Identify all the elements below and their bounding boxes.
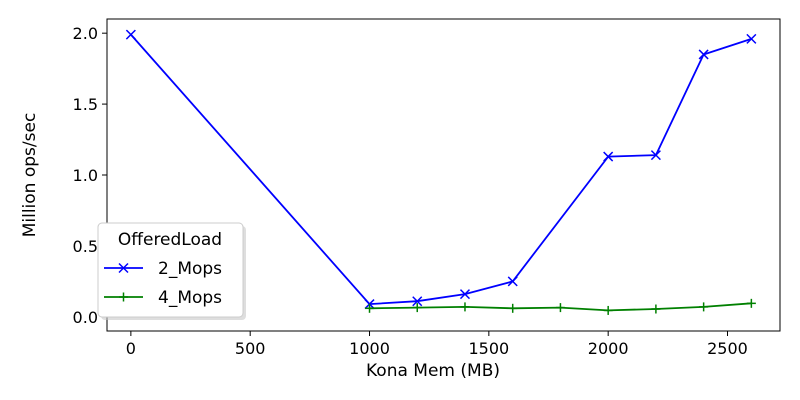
data-point [555,303,565,313]
y-tick-label: 0.0 [73,308,98,327]
y-tick-label: 2.0 [73,24,98,43]
data-point [412,296,423,307]
data-point [651,304,661,314]
x-tick-label: 2500 [707,339,748,358]
x-tick-label: 1500 [468,339,509,358]
y-axis: 0.0 0.5 1.0 1.5 2.0 [73,24,107,327]
legend-entry: 2_Mops [104,259,222,279]
legend-label: 4_Mops [158,288,222,308]
data-point [603,305,613,315]
data-point [746,33,757,44]
legend-marker [118,262,129,274]
y-axis-label: Million ops/sec [20,113,40,238]
data-point [459,289,471,300]
data-point [603,151,614,162]
legend-label: 2_Mops [158,259,222,279]
data-point [699,302,709,312]
legend-box [97,222,244,318]
series-4_Mops [365,298,756,315]
data-point [507,276,518,287]
legend: OfferedLoad 2_Mops 4_Mops [97,222,246,320]
data-point [365,303,375,313]
x-tick-label: 2000 [588,339,629,358]
data-point [460,302,470,312]
data-point [746,298,756,308]
legend-title: OfferedLoad [118,230,222,250]
data-point [125,29,136,40]
y-tick-label: 1.0 [73,166,98,185]
legend-entries: 2_Mops 4_Mops [104,259,222,308]
data-point [412,303,422,313]
legend-marker [119,292,128,302]
x-axis: 0 500 1000 1500 2000 2500 [126,331,748,358]
x-tick-label: 500 [235,339,266,358]
series-layer [125,29,757,315]
y-tick-label: 1.5 [73,95,98,114]
legend-entry: 4_Mops [104,288,222,308]
y-tick-label: 0.5 [73,237,98,256]
data-point [698,49,709,60]
series-2_Mops [125,29,757,310]
x-axis-label: Kona Mem (MB) [366,361,500,381]
x-tick-label: 1000 [349,339,390,358]
x-tick-label: 0 [126,339,136,358]
data-point [508,303,518,313]
data-point [650,150,661,161]
